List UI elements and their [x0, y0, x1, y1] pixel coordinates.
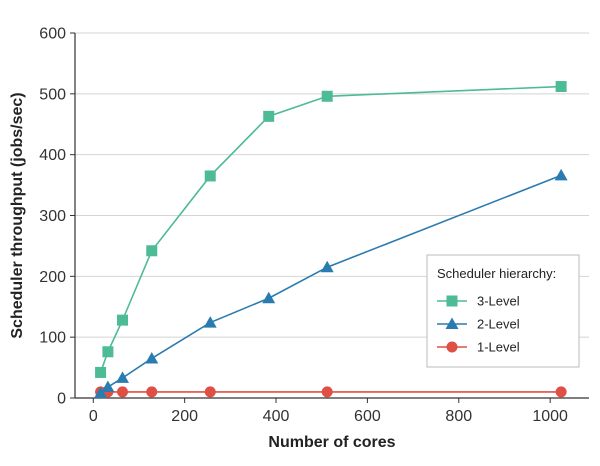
legend-label: 1-Level	[477, 340, 520, 355]
x-tick-label: 1000	[532, 408, 568, 425]
x-tick-label: 600	[354, 408, 381, 425]
data-point-1-level	[555, 386, 567, 398]
data-point-2-level	[94, 386, 108, 399]
y-tick-label: 200	[39, 269, 66, 286]
data-point-3-level	[102, 346, 114, 358]
legend-item-2-level: 2-Level	[437, 317, 520, 332]
data-point-3-level	[95, 366, 107, 378]
data-point-3-level	[146, 245, 158, 257]
legend-marker	[446, 295, 458, 307]
data-point-2-level	[101, 380, 115, 393]
data-point-3-level	[555, 81, 567, 93]
legend-label: 3-Level	[477, 294, 520, 309]
data-point-1-level	[146, 386, 158, 398]
data-point-2-level	[116, 371, 130, 383]
data-point-2-level	[145, 351, 159, 364]
y-tick-label: 500	[39, 86, 66, 103]
data-point-1-level	[117, 386, 129, 398]
legend-title: Scheduler hierarchy:	[437, 266, 556, 281]
legend-marker	[445, 317, 459, 329]
x-tick-label: 200	[171, 408, 198, 425]
legend-item-1-level: 1-Level	[437, 340, 520, 355]
data-point-3-level	[321, 90, 333, 102]
legend: Scheduler hierarchy: 3-Level 2-Level 1-Lev…	[426, 254, 580, 368]
data-point-3-level	[263, 110, 275, 122]
legend-marker	[446, 341, 458, 353]
series-3-level	[95, 81, 567, 378]
legend-items: 3-Level 2-Level 1-Level	[437, 294, 520, 355]
y-tick-label: 600	[39, 26, 66, 43]
legend-label: 2-Level	[477, 317, 520, 332]
y-tick-label: 0	[57, 391, 66, 408]
series-group	[94, 81, 568, 399]
data-point-1-level	[321, 386, 333, 398]
data-point-3-level	[204, 170, 216, 182]
legend-item-3-level: 3-Level	[437, 294, 520, 309]
y-tick-label: 100	[39, 330, 66, 347]
x-tick-label: 800	[445, 408, 472, 425]
series-2-level	[94, 168, 568, 399]
x-tick-label: 0	[89, 408, 98, 425]
x-tick-label: 400	[263, 408, 290, 425]
data-point-2-level	[262, 291, 276, 304]
axes: 0 100 200 300 400 500 600 0 200 400 600 800 1000	[39, 26, 589, 425]
data-point-2-level	[203, 316, 217, 328]
y-tick-label: 400	[39, 147, 66, 164]
data-point-3-level	[117, 314, 129, 326]
x-axis-title: Number of cores	[268, 434, 395, 451]
y-axis-title: Scheduler throughput (jobs/sec)	[9, 92, 26, 338]
data-point-2-level	[320, 260, 334, 273]
data-point-1-level	[204, 386, 216, 398]
series-1-level	[95, 386, 567, 398]
y-tick-label: 300	[39, 208, 66, 225]
data-point-2-level	[554, 168, 568, 181]
